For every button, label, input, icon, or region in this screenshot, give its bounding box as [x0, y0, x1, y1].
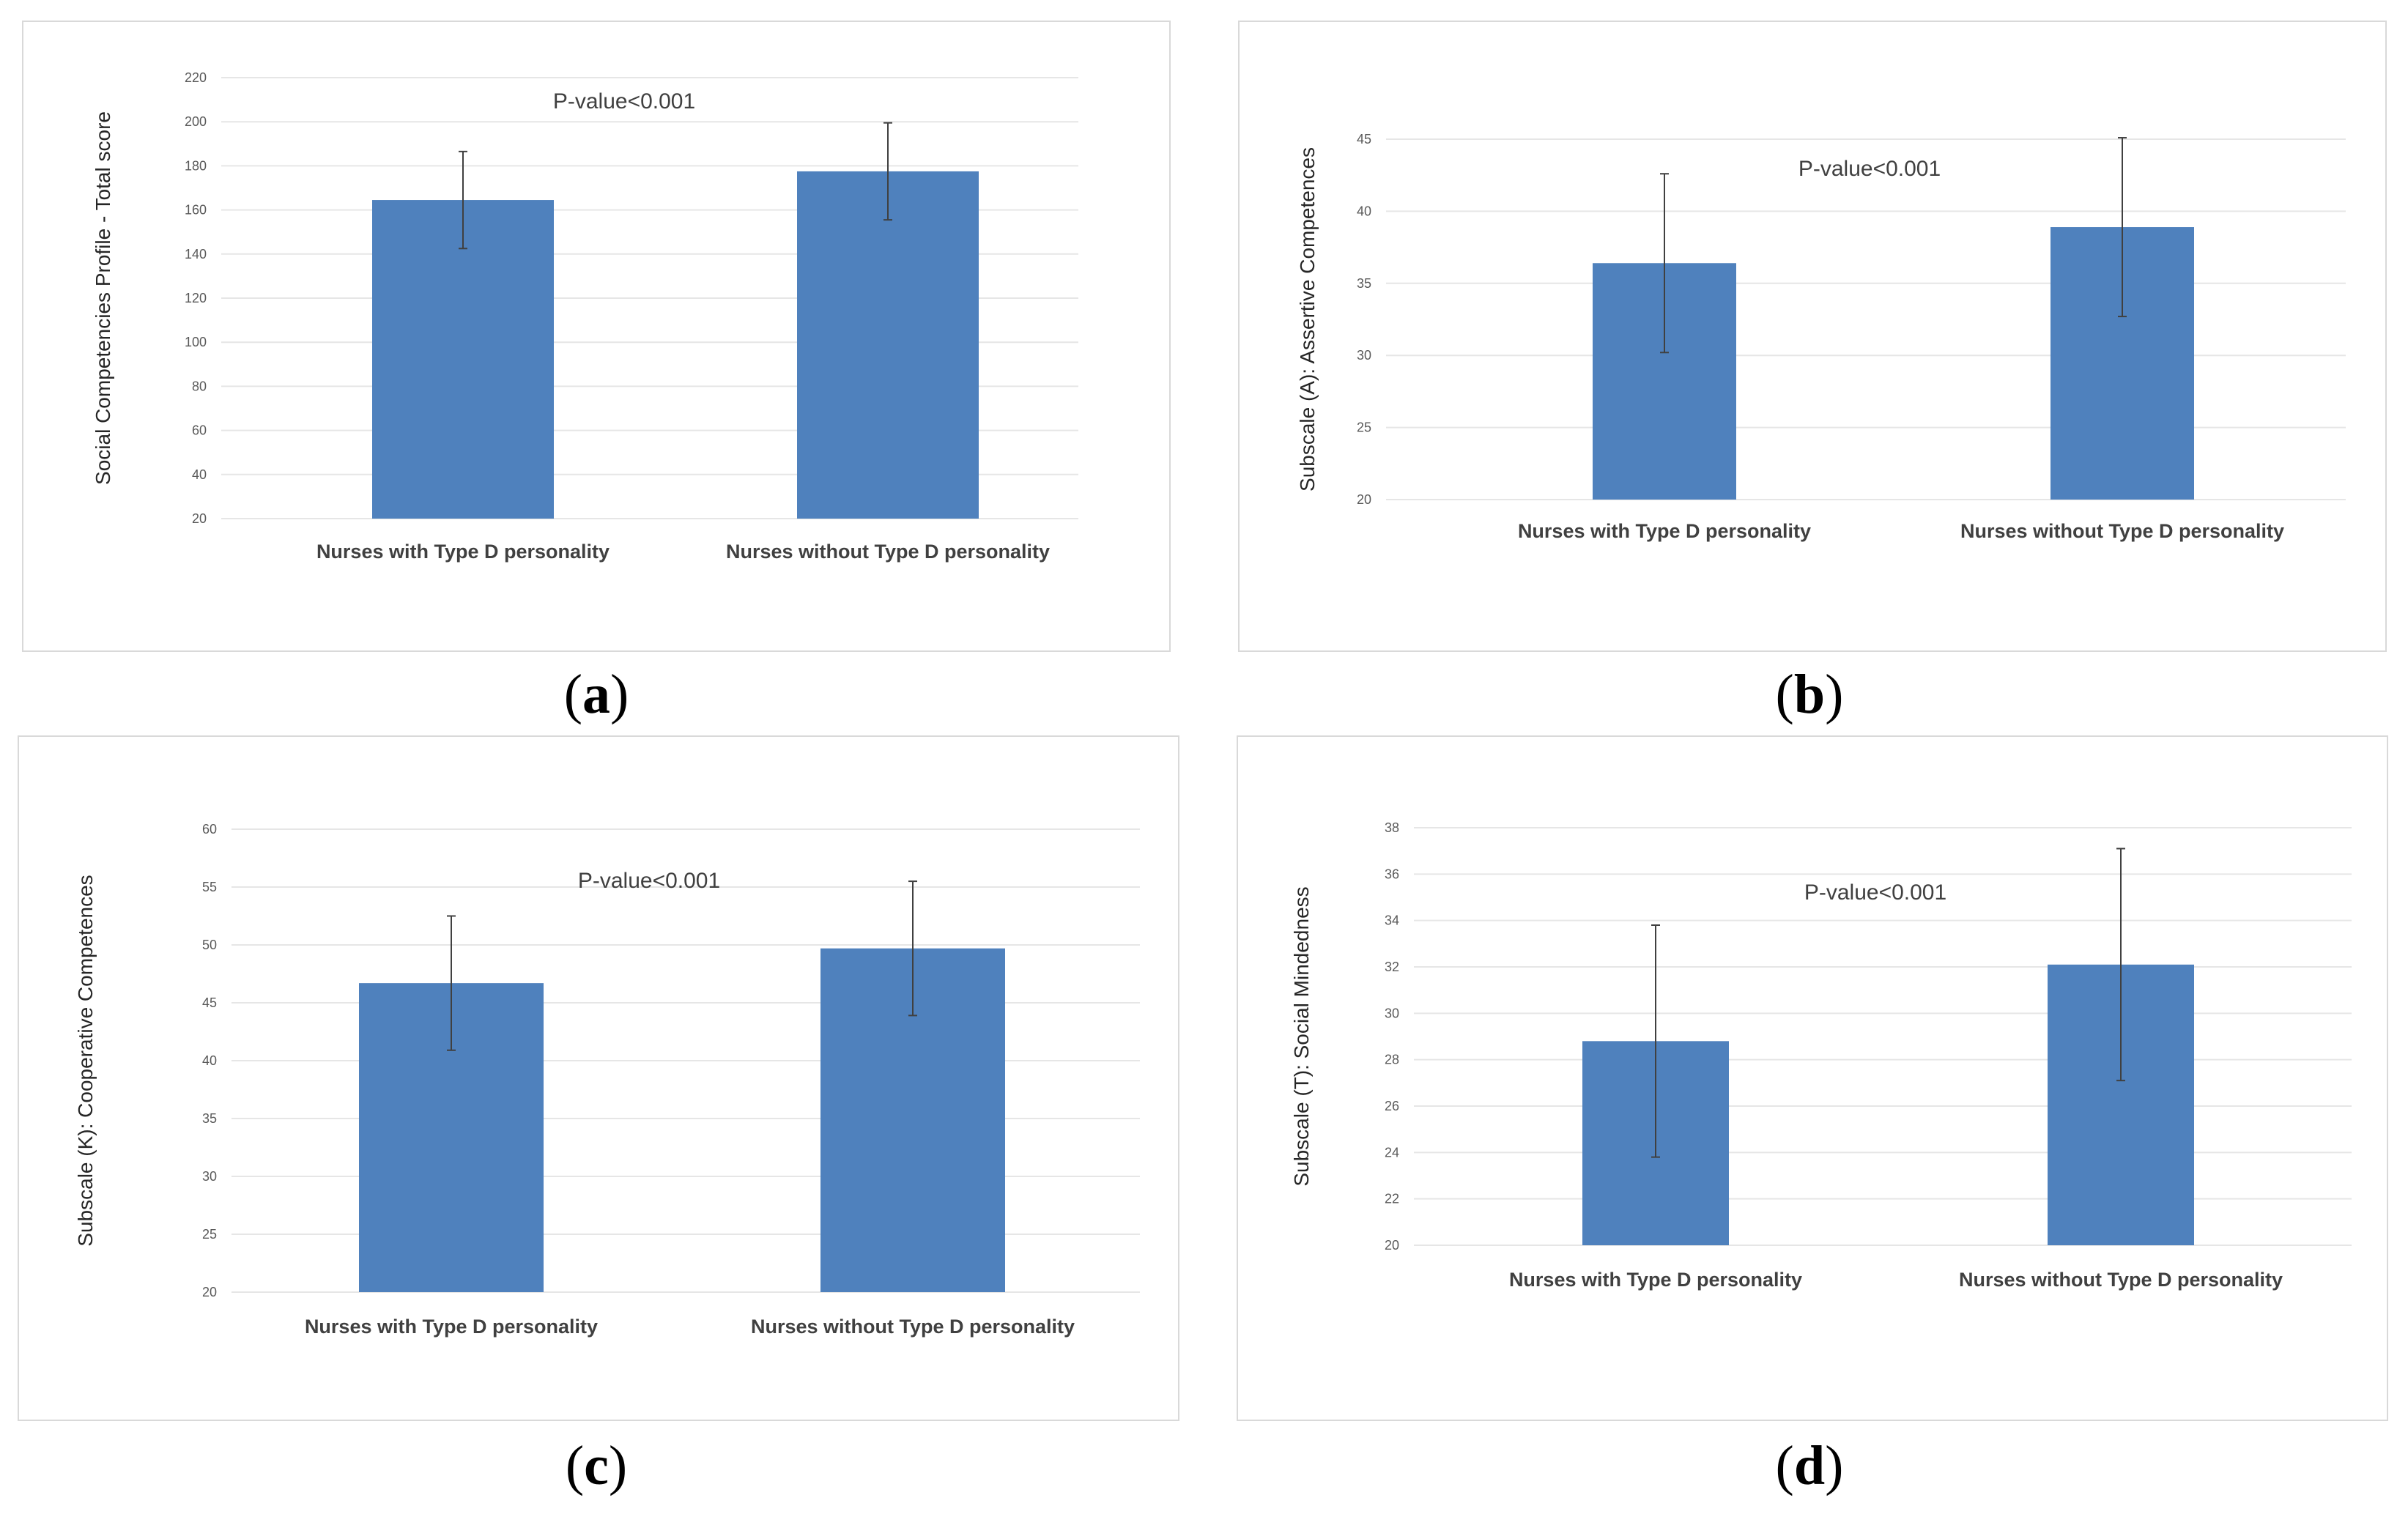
y-tick-label: 36 [1385, 867, 1399, 881]
y-tick-label: 30 [1385, 1006, 1399, 1020]
y-tick-label: 22 [1385, 1192, 1399, 1206]
category-label: Nurses with Type D personality [1518, 520, 1811, 542]
y-tick-label: 20 [1385, 1238, 1399, 1253]
y-axis-label: Subscale (A): Assertive Competences [1296, 147, 1319, 492]
y-tick-label: 40 [192, 467, 207, 482]
y-tick-label: 45 [202, 995, 217, 1010]
y-tick-label: 20 [202, 1285, 217, 1299]
p-value-annotation: P-value<0.001 [1798, 157, 1941, 181]
y-tick-label: 60 [192, 423, 207, 438]
p-value-annotation: P-value<0.001 [578, 869, 720, 893]
bar-with-type-d [372, 200, 554, 519]
y-tick-label: 220 [185, 70, 207, 85]
caption-c: (c) [565, 1435, 628, 1496]
caption-a: (a) [563, 664, 629, 725]
category-label: Nurses without Type D personality [1959, 1269, 2283, 1291]
chart-panel-b: 20 25 30 35 40 45 Nurses with Type D personali… [1238, 21, 2387, 652]
category-label: Nurses with Type D personality [1509, 1269, 1802, 1291]
y-tick-label: 20 [1357, 492, 1371, 507]
caption-b: (b) [1775, 664, 1844, 725]
y-tick-label: 25 [202, 1227, 217, 1242]
y-tick-label: 26 [1385, 1099, 1399, 1113]
y-tick-label: 180 [185, 158, 207, 173]
p-value-annotation: P-value<0.001 [553, 89, 695, 114]
y-tick-label: 34 [1385, 913, 1399, 928]
y-tick-label: 24 [1385, 1145, 1399, 1160]
y-tick-label: 28 [1385, 1053, 1399, 1067]
y-tick-label: 120 [185, 291, 207, 305]
y-tick-label: 160 [185, 203, 207, 218]
y-axis-label: Subscale (K): Cooperative Competences [74, 875, 97, 1246]
y-axis-label: Subscale (T): Social Mindedness [1290, 886, 1313, 1186]
y-tick-label: 140 [185, 247, 207, 262]
bar-without-type-d [797, 171, 979, 519]
caption-d: (d) [1775, 1435, 1844, 1496]
y-tick-label: 55 [202, 880, 217, 894]
y-tick-label: 60 [202, 822, 217, 837]
chart-panel-c: 20 25 30 35 40 45 50 55 60 Nurses with Type D per… [18, 735, 1179, 1421]
y-tick-label: 80 [192, 379, 207, 393]
category-label: Nurses without Type D personality [1960, 520, 2284, 542]
p-value-annotation: P-value<0.001 [1804, 880, 1946, 905]
y-tick-label: 38 [1385, 820, 1399, 835]
chart-b: 20 25 30 35 40 45 Nurses with Type D personali… [1296, 132, 2346, 542]
y-tick-label: 30 [202, 1169, 217, 1184]
chart-d: 20 22 24 26 28 30 32 34 36 38 Nurses with Type D p… [1290, 820, 2352, 1291]
y-tick-label: 25 [1357, 420, 1371, 435]
y-tick-label: 200 [185, 114, 207, 129]
category-label: Nurses with Type D personality [305, 1316, 598, 1338]
category-label: Nurses with Type D personality [316, 541, 610, 563]
y-tick-label: 45 [1357, 132, 1371, 146]
y-tick-label: 32 [1385, 960, 1399, 974]
y-tick-label: 30 [1357, 348, 1371, 363]
category-label: Nurses without Type D personality [726, 541, 1050, 563]
chart-a: 20 40 60 80 100 120 140 160 180 200 220 Nurses with… [92, 70, 1078, 563]
y-tick-label: 35 [1357, 276, 1371, 291]
y-tick-label: 40 [202, 1053, 217, 1068]
y-tick-label: 100 [185, 335, 207, 349]
y-tick-label: 50 [202, 938, 217, 952]
category-label: Nurses without Type D personality [751, 1316, 1075, 1338]
y-tick-label: 20 [192, 511, 207, 526]
chart-panel-d: 20 22 24 26 28 30 32 34 36 38 Nurses with Type D p… [1237, 735, 2388, 1421]
chart-c: 20 25 30 35 40 45 50 55 60 Nurses with Type D per… [74, 822, 1140, 1338]
y-axis-label: Social Competencies Profile - Total scor… [92, 111, 114, 485]
y-tick-label: 40 [1357, 204, 1371, 218]
chart-panel-a: 20 40 60 80 100 120 140 160 180 200 220 Nurses with… [22, 21, 1171, 652]
y-tick-label: 35 [202, 1111, 217, 1126]
